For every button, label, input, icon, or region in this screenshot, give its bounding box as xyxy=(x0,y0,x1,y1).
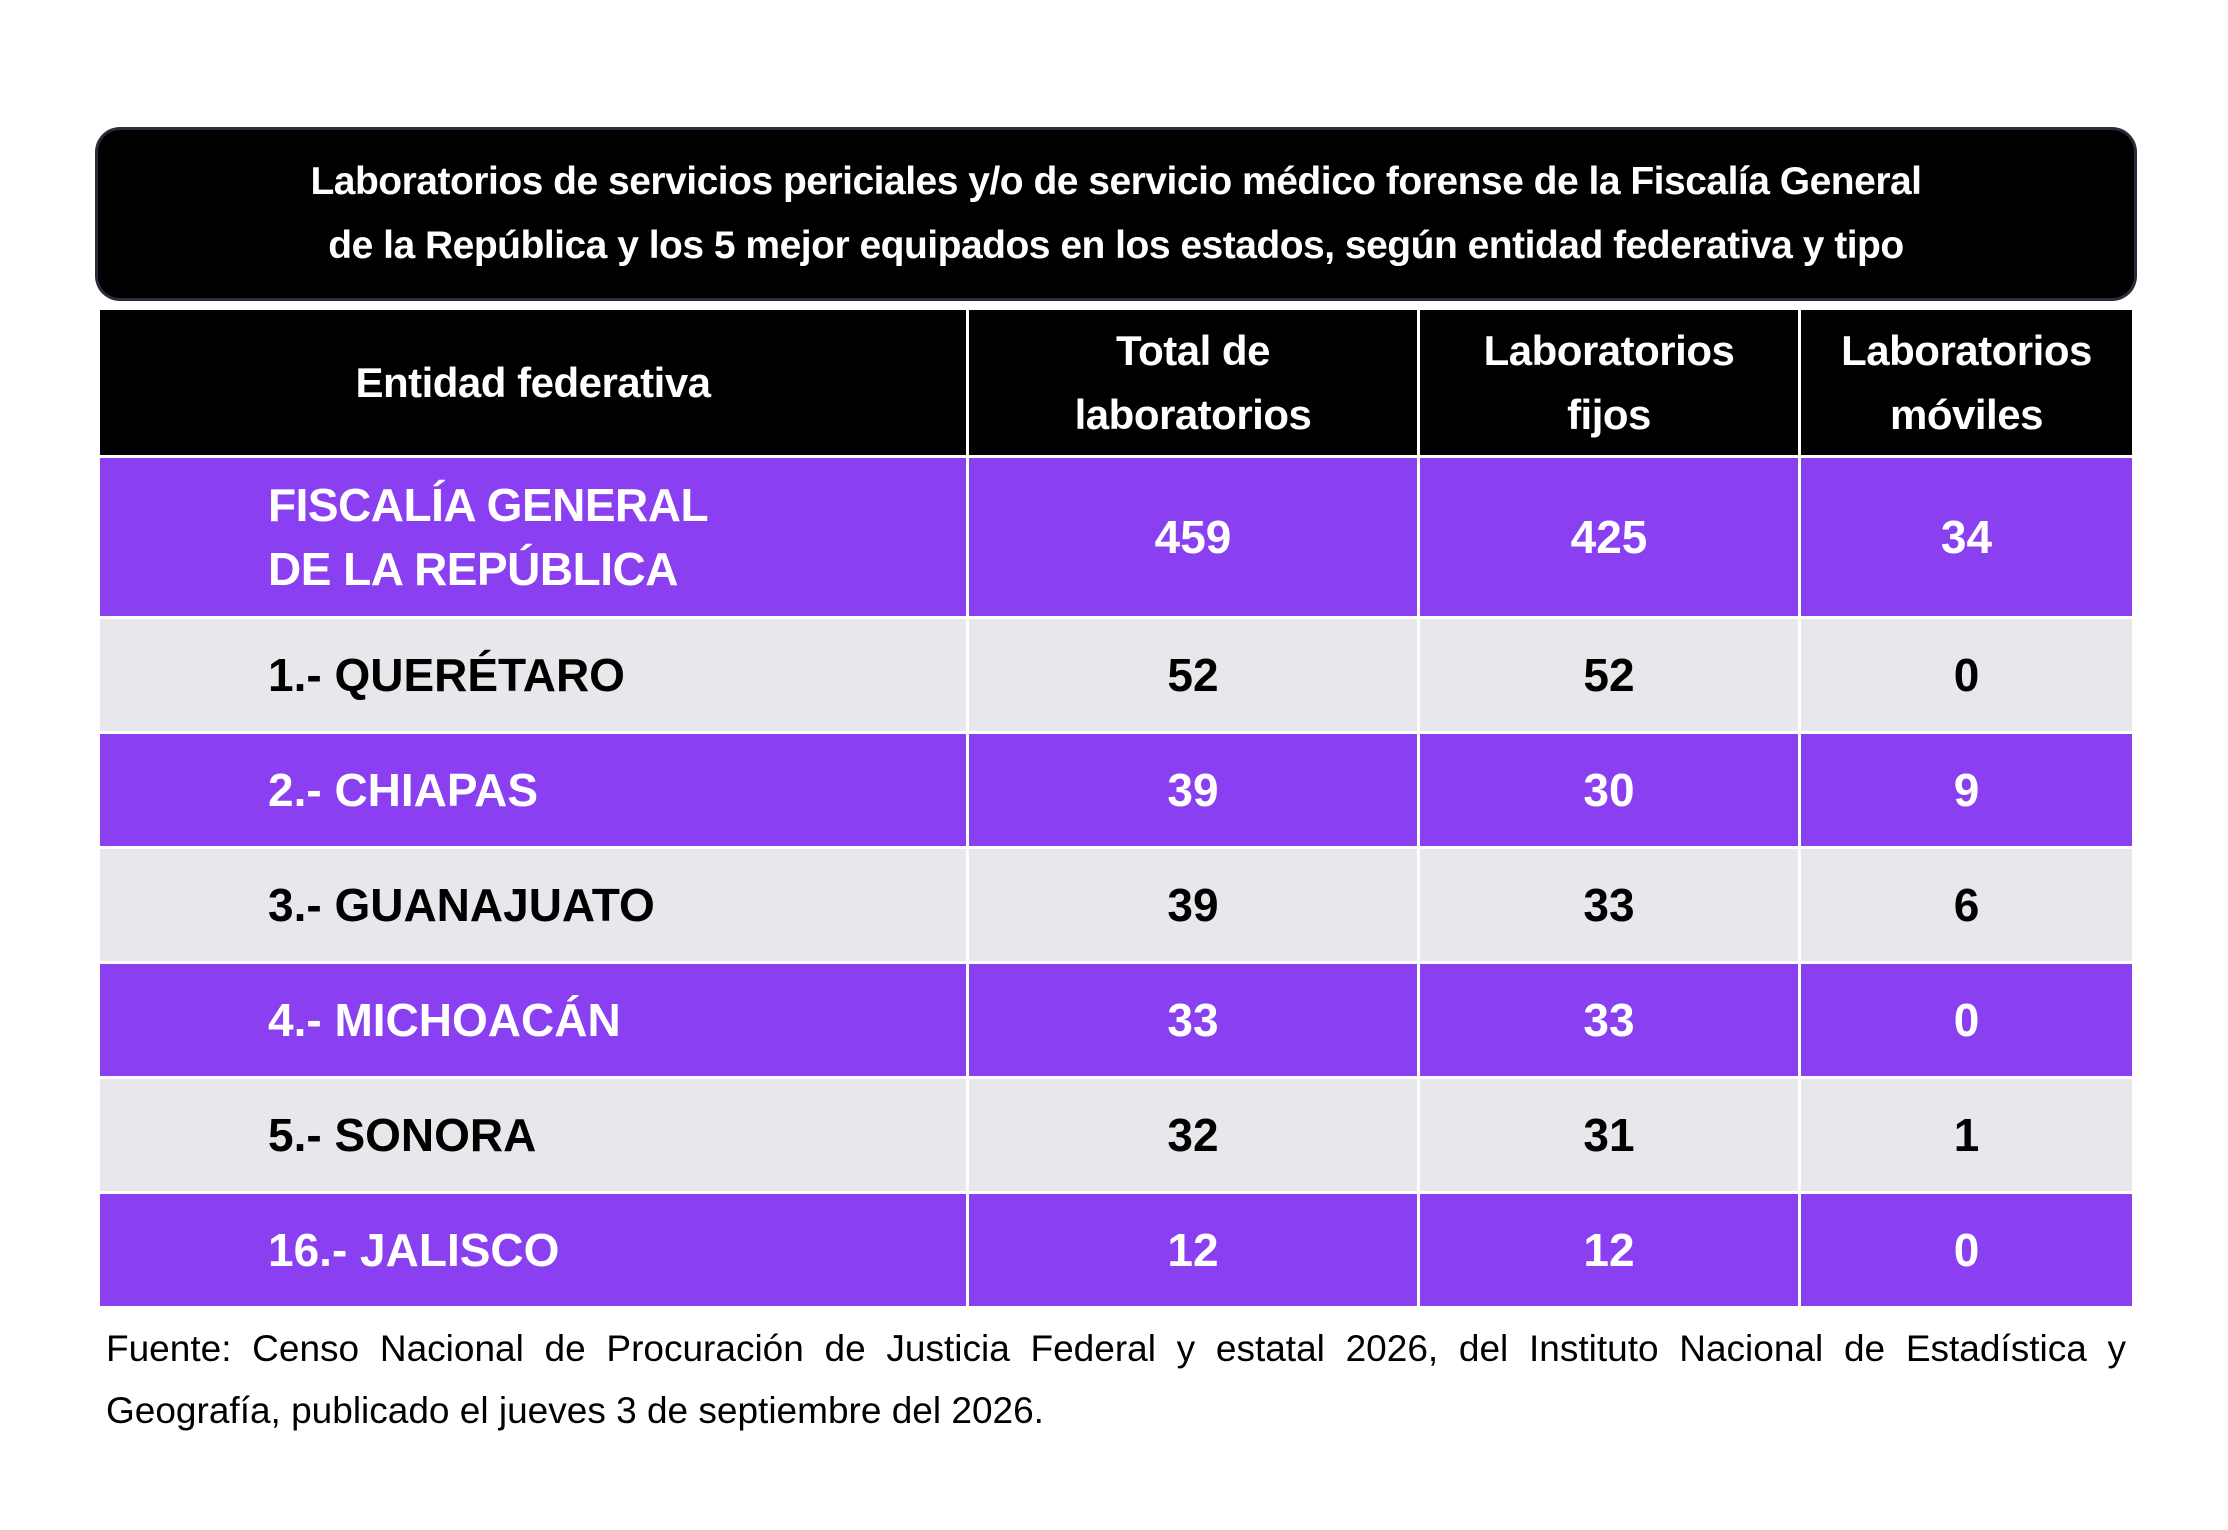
row-entity-name: 5.- SONORA xyxy=(100,1079,969,1191)
row-fijos: 52 xyxy=(1420,619,1801,731)
header-total-line-2: laboratorios xyxy=(1074,390,1312,438)
row-fijos: 31 xyxy=(1420,1079,1801,1191)
row-entity-name: 1.- QUERÉTARO xyxy=(100,619,969,731)
table-row: FISCALÍA GENERAL DE LA REPÚBLICA 459 425… xyxy=(100,458,2132,619)
row-total: 33 xyxy=(969,964,1420,1076)
row-moviles: 0 xyxy=(1953,649,1980,701)
table-row: 1.- QUERÉTARO 52 52 0 xyxy=(100,619,2132,734)
row-total: 39 xyxy=(969,849,1420,961)
row-fijos: 12 xyxy=(1420,1194,1801,1306)
header-fijos-line-1: Laboratorios xyxy=(1483,326,1735,374)
header-entidad-federativa: Entidad federativa xyxy=(100,310,969,455)
table-title-line-1: Laboratorios de servicios periciales y/o… xyxy=(310,160,1922,203)
table-row: 2.- CHIAPAS 39 30 9 xyxy=(100,734,2132,849)
row-entity-name: 4.- MICHOACÁN xyxy=(100,964,969,1076)
header-fijos-line-2: fijos xyxy=(1567,390,1651,438)
row-fijos: 425 xyxy=(1420,458,1801,616)
table-row: 3.- GUANAJUATO 39 33 6 xyxy=(100,849,2132,964)
header-moviles-line-2: móviles xyxy=(1890,390,2043,438)
table-title-line-2: de la República y los 5 mejor equipados … xyxy=(328,224,1904,267)
header-total-laboratorios: Total de laboratorios xyxy=(969,310,1420,455)
row-total: 459 xyxy=(969,458,1420,616)
row-total: 52 xyxy=(969,619,1420,731)
row-moviles: 6 xyxy=(1953,879,1980,931)
header-laboratorios-fijos: Laboratorios fijos xyxy=(1420,310,1801,455)
row-moviles: 34 xyxy=(1940,511,1993,563)
table-title: Laboratorios de servicios periciales y/o… xyxy=(98,130,2134,298)
row-entity-name: 2.- CHIAPAS xyxy=(100,734,969,846)
row-total: 12 xyxy=(969,1194,1420,1306)
header-moviles-line-1: Laboratorios xyxy=(1841,326,2092,374)
row-fijos: 30 xyxy=(1420,734,1801,846)
table-row: 5.- SONORA 32 31 1 xyxy=(100,1079,2132,1194)
table-header-row: Entidad federativa Total de laboratorios… xyxy=(100,310,2132,458)
row-fijos: 33 xyxy=(1420,849,1801,961)
table-row: 4.- MICHOACÁN 33 33 0 xyxy=(100,964,2132,1079)
header-laboratorios-moviles: Laboratorios móviles xyxy=(1801,310,2132,455)
row-moviles: 9 xyxy=(1953,764,1980,816)
row-total: 39 xyxy=(969,734,1420,846)
source-footnote: Fuente: Censo Nacional de Procuración de… xyxy=(106,1328,2126,1431)
row-moviles: 0 xyxy=(1953,994,1980,1046)
row-entity-name: FISCALÍA GENERAL DE LA REPÚBLICA xyxy=(100,458,969,616)
row-moviles: 0 xyxy=(1953,1224,1980,1276)
row-total: 32 xyxy=(969,1079,1420,1191)
table-row: 16.- JALISCO 12 12 0 xyxy=(100,1194,2132,1309)
row-fijos: 33 xyxy=(1420,964,1801,1076)
row-entity-name: 16.- JALISCO xyxy=(100,1194,969,1306)
row-moviles: 1 xyxy=(1953,1109,1980,1161)
header-total-line-1: Total de xyxy=(1116,326,1270,374)
row-entity-name: 3.- GUANAJUATO xyxy=(100,849,969,961)
laboratories-table: Entidad federativa Total de laboratorios… xyxy=(100,310,2132,1309)
